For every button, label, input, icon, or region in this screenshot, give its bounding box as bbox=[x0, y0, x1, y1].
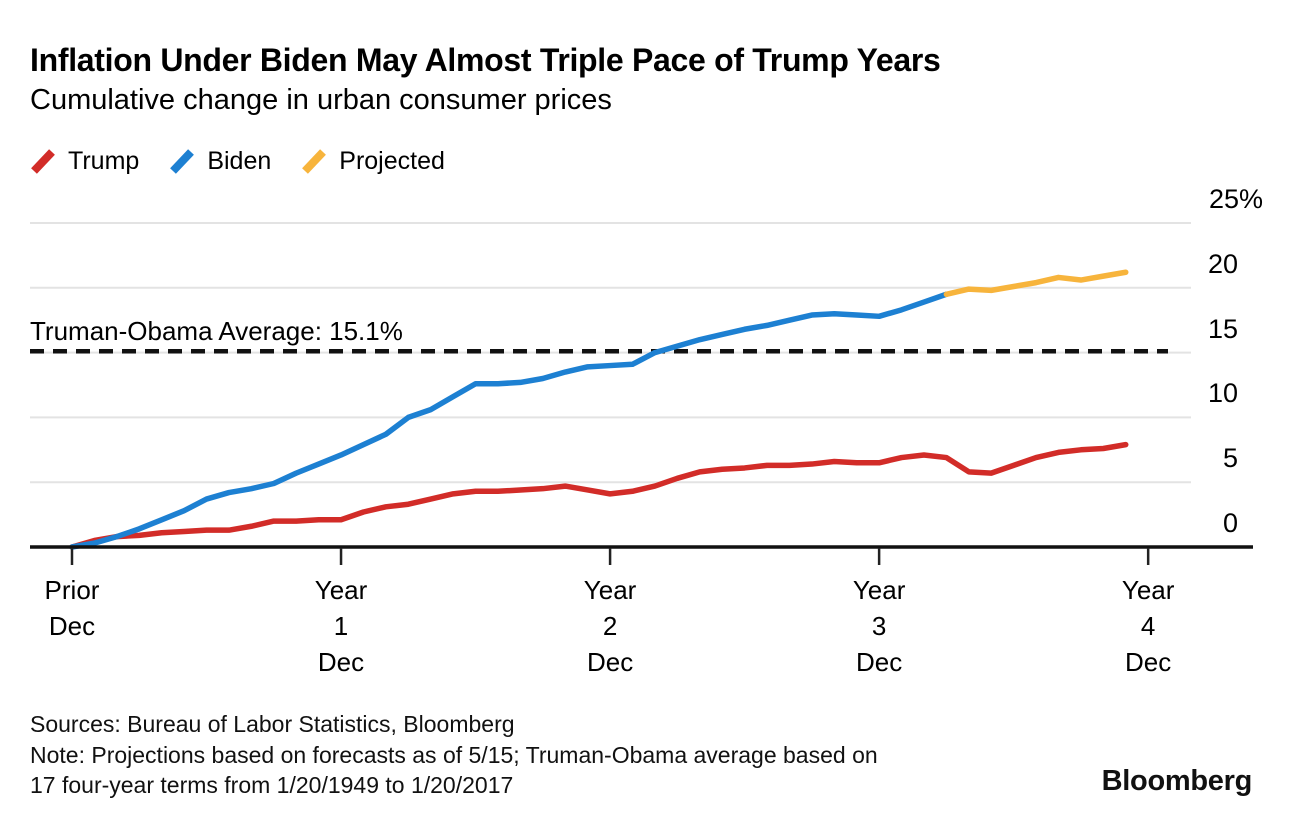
x-tick-label: Year 3 Dec bbox=[852, 575, 906, 677]
y-tick-label: 15 bbox=[1207, 313, 1238, 344]
bloomberg-logo: Bloomberg bbox=[1101, 765, 1253, 797]
y-tick-label: 5 bbox=[1222, 443, 1238, 474]
chart-title: Inflation Under Biden May Almost Triple … bbox=[30, 42, 941, 78]
x-tick-label: Year 4 Dec bbox=[1121, 575, 1175, 677]
y-tick-label: 25% bbox=[1208, 184, 1263, 214]
legend-label: Projected bbox=[339, 147, 445, 175]
legend-label: Trump bbox=[68, 147, 140, 175]
reference-line-label: Truman-Obama Average: 15.1% bbox=[30, 316, 403, 346]
yellow-slash-icon bbox=[302, 149, 327, 174]
red-slash-icon bbox=[31, 149, 55, 174]
x-tick-label: Prior Dec bbox=[44, 575, 100, 641]
note-line-1: Note: Projections based on forecasts as … bbox=[30, 741, 878, 768]
sources-line: Sources: Bureau of Labor Statistics, Blo… bbox=[30, 711, 515, 737]
footer-notes: Sources: Bureau of Labor Statistics, Blo… bbox=[30, 709, 878, 801]
blue-slash-icon bbox=[170, 149, 195, 174]
y-tick-label: 10 bbox=[1207, 378, 1238, 409]
series-line-trump bbox=[69, 441, 1129, 550]
series-line-biden bbox=[69, 291, 950, 550]
legend-item-biden: Biden bbox=[169, 147, 271, 176]
legend-label: Biden bbox=[207, 147, 272, 175]
legend: Trump Biden Projected bbox=[30, 147, 445, 176]
x-tick-label: Year 1 Dec bbox=[314, 575, 368, 677]
series-line-projected bbox=[943, 269, 1129, 298]
note-line-2: 17 four-year terms from 1/20/1949 to 1/2… bbox=[30, 772, 514, 798]
legend-item-trump: Trump bbox=[30, 147, 139, 176]
x-tick-label: Year 2 Dec bbox=[583, 575, 637, 677]
chart-subtitle: Cumulative change in urban consumer pric… bbox=[30, 84, 612, 116]
y-tick-label: 20 bbox=[1207, 248, 1238, 279]
y-tick-label: 0 bbox=[1222, 508, 1238, 538]
legend-item-projected: Projected bbox=[301, 147, 445, 176]
